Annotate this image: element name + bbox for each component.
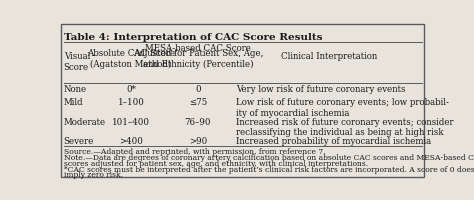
- Text: *CAC scores must be interpreted after the patient’s clinical risk factors are in: *CAC scores must be interpreted after th…: [64, 165, 474, 173]
- Text: 0*: 0*: [126, 84, 136, 93]
- Text: Note.—Data are degrees of coronary artery calcification based on absolute CAC sc: Note.—Data are degrees of coronary arter…: [64, 153, 474, 161]
- Text: Severe: Severe: [64, 136, 94, 145]
- Text: Visual
Score: Visual Score: [64, 52, 90, 71]
- Text: imply zero risk.: imply zero risk.: [64, 170, 123, 178]
- Text: Increased probability of myocardial ischemia: Increased probability of myocardial isch…: [237, 136, 431, 145]
- Text: Source.—Adapted and reprinted, with permission, from reference 7.: Source.—Adapted and reprinted, with perm…: [64, 148, 325, 156]
- Text: >90: >90: [189, 136, 207, 145]
- FancyBboxPatch shape: [61, 25, 424, 177]
- Text: Absolute CAC Score
(Agatston Method): Absolute CAC Score (Agatston Method): [87, 49, 175, 69]
- Text: 76–90: 76–90: [185, 117, 211, 126]
- Text: 0: 0: [195, 84, 201, 93]
- Text: scores adjusted for patient sex, age, and ethnicity, with clinical interpretatio: scores adjusted for patient sex, age, an…: [64, 159, 368, 167]
- Text: ≤75: ≤75: [189, 98, 207, 107]
- Text: >400: >400: [119, 136, 143, 145]
- Text: None: None: [64, 84, 87, 93]
- Text: Mild: Mild: [64, 98, 83, 107]
- Text: MESA-based CAC Score: MESA-based CAC Score: [145, 44, 251, 53]
- Text: Adjusted for Patient Sex, Age,
and Ethnicity (Percentile): Adjusted for Patient Sex, Age, and Ethni…: [133, 49, 263, 69]
- Text: Moderate: Moderate: [64, 117, 106, 126]
- Text: Low risk of future coronary events; low probabil-
ity of myocardial ischemia: Low risk of future coronary events; low …: [237, 98, 449, 117]
- Text: Increased risk of future coronary events; consider
reclassifying the individual : Increased risk of future coronary events…: [237, 117, 454, 136]
- Text: 1–100: 1–100: [118, 98, 145, 107]
- Text: Table 4: Interpretation of CAC Score Results: Table 4: Interpretation of CAC Score Res…: [64, 32, 322, 41]
- Text: Very low risk of future coronary events: Very low risk of future coronary events: [237, 84, 406, 93]
- Text: Clinical Interpretation: Clinical Interpretation: [281, 52, 377, 61]
- Text: 101–400: 101–400: [112, 117, 150, 126]
